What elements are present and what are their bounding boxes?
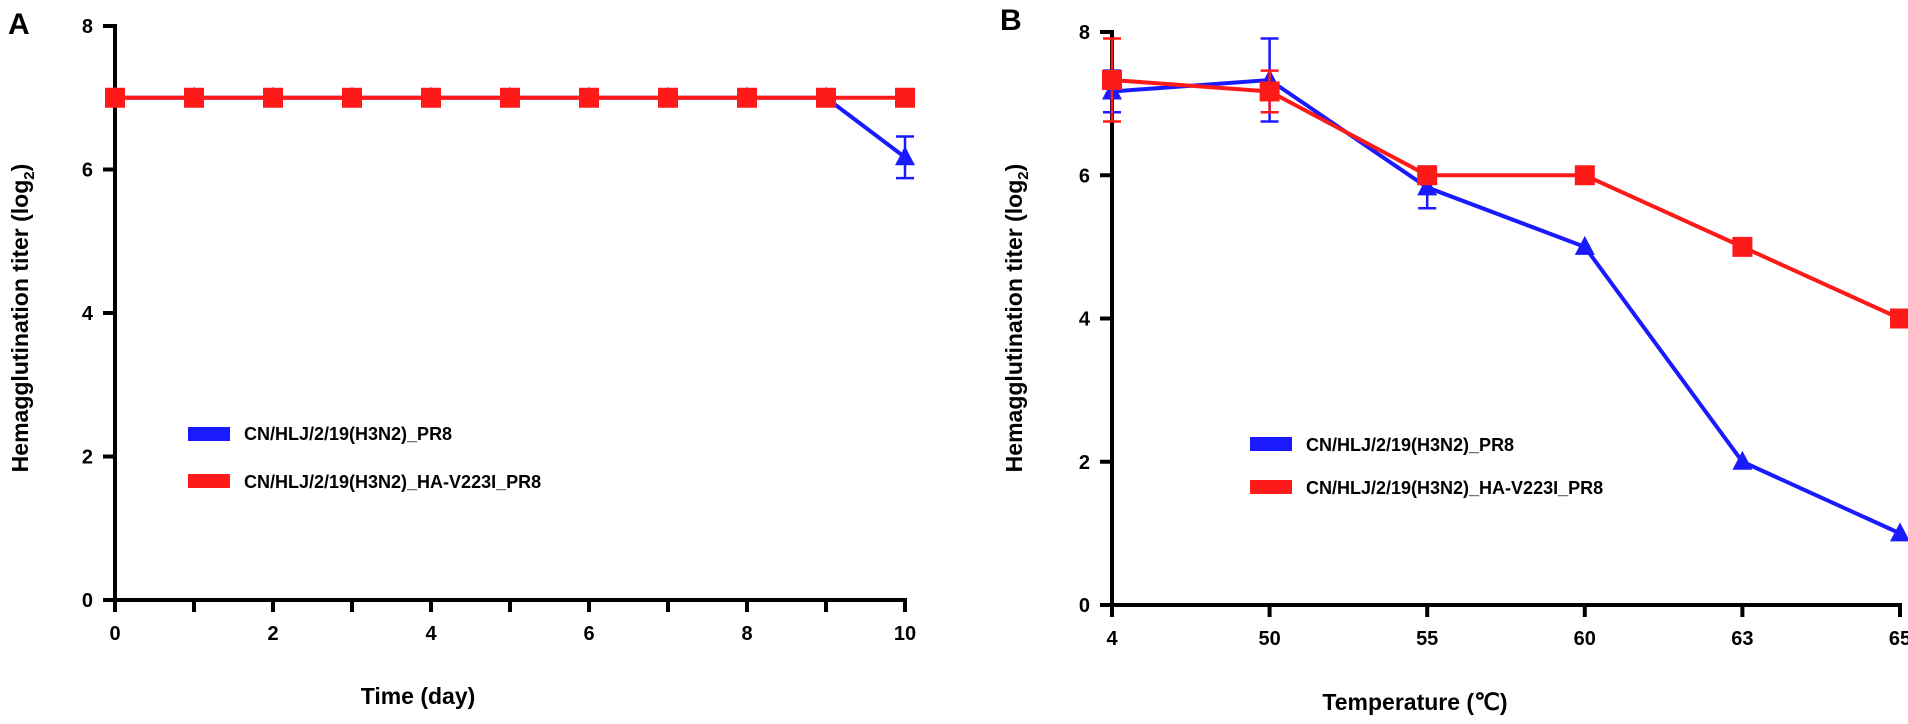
panel-a-legend-swatch-red: [188, 474, 230, 488]
y-tick-label: 6: [1079, 165, 1090, 187]
panel-a-legend-swatch-blue: [188, 427, 230, 441]
y-tick-label: 2: [82, 447, 93, 469]
data-point: [1732, 450, 1753, 470]
panel-b-ticks: 0 2 4 6 8 4 50 55 60 63 65: [1079, 22, 1908, 650]
data-point: [737, 87, 757, 108]
x-tick-label: 2: [267, 623, 278, 645]
x-tick-label: 50: [1258, 628, 1280, 650]
panel-a-y-axis-title: Hemagglutination titer (log2): [7, 164, 38, 473]
x-tick-label: 60: [1574, 628, 1596, 650]
panel-a-label: A: [8, 8, 30, 41]
x-tick-label: 4: [1106, 628, 1118, 650]
data-point: [895, 146, 915, 166]
data-point: [1259, 81, 1280, 102]
panel-b-y-axis-title-main: Hemagglutination titer (log: [1001, 180, 1027, 473]
x-tick-label: 4: [425, 623, 437, 645]
panel-a-x-axis-title: Time (day): [361, 683, 476, 709]
data-point: [500, 87, 520, 108]
data-point: [1102, 69, 1122, 90]
panel-a-legend: CN/HLJ/2/19(H3N2)_PR8 CN/HLJ/2/19(H3N2)_…: [188, 424, 541, 492]
data-point: [263, 87, 283, 108]
panel-b-legend-swatch-red: [1250, 480, 1292, 494]
panel-b-series: [1102, 37, 1908, 542]
x-tick-label: 63: [1731, 628, 1753, 650]
data-point: [1890, 308, 1908, 329]
panel-b-label: B: [1000, 4, 1022, 37]
data-point: [1417, 176, 1438, 196]
y-tick-label: 4: [82, 303, 94, 325]
panel-a-series: [105, 86, 915, 180]
data-point: [1732, 236, 1753, 257]
data-point: [658, 87, 678, 108]
panel-b-y-axis-title-sub: 2: [1015, 171, 1032, 179]
data-point: [1574, 235, 1595, 255]
y-tick-label: 2: [1079, 452, 1090, 474]
panel-a-legend-label-red: CN/HLJ/2/19(H3N2)_HA-V223I_PR8: [244, 472, 541, 492]
x-tick-label: 10: [894, 623, 916, 645]
panel-b-legend-swatch-blue: [1250, 437, 1292, 451]
x-tick-label: 8: [741, 623, 752, 645]
y-tick-label: 0: [82, 590, 93, 612]
data-point: [105, 87, 125, 108]
panel-a-y-axis-title-sub: 2: [21, 171, 38, 179]
y-tick-label: 8: [82, 16, 93, 38]
data-point: [1417, 165, 1438, 186]
data-point: [895, 87, 915, 108]
panel-b-y-axis-title-close: ): [1001, 164, 1027, 172]
data-point: [1574, 165, 1595, 186]
x-tick-label: 6: [583, 623, 594, 645]
panel-b-legend: CN/HLJ/2/19(H3N2)_PR8 CN/HLJ/2/19(H3N2)_…: [1250, 435, 1603, 498]
data-point: [342, 87, 362, 108]
panel-a-legend-label-blue: CN/HLJ/2/19(H3N2)_PR8: [244, 424, 452, 444]
panel-b-legend-label-red: CN/HLJ/2/19(H3N2)_HA-V223I_PR8: [1306, 478, 1603, 498]
panel-b-legend-label-blue: CN/HLJ/2/19(H3N2)_PR8: [1306, 435, 1514, 455]
panel-b-chart: B 0 2 4 6 8 4 50 55 60 63 65 Temperature (℃) Hemag…: [1000, 4, 1908, 715]
data-point: [421, 87, 441, 108]
x-tick-label: 55: [1416, 628, 1438, 650]
data-point: [816, 87, 836, 108]
panel-a-axes: [113, 24, 907, 602]
panel-b-axes: [1110, 30, 1902, 607]
y-tick-label: 8: [1079, 22, 1090, 44]
panel-b-y-axis-title: Hemagglutination titer (log2): [1001, 164, 1032, 473]
x-tick-label: 65: [1889, 628, 1908, 650]
panel-a-y-axis-title-main: Hemagglutination titer (log: [7, 180, 33, 473]
panel-a-ticks: 0 2 4 6 8 0 2 4 6 8 10: [82, 16, 916, 645]
y-tick-label: 4: [1079, 309, 1091, 331]
series-red: [105, 87, 915, 108]
x-tick-label: 0: [109, 623, 120, 645]
data-point: [579, 87, 599, 108]
panel-a-chart: A 0 2 4 6 8 0 2 4 6 8 10 Time (day) Hemagglutinati…: [7, 8, 916, 709]
panel-b-x-axis-title: Temperature (℃): [1322, 689, 1507, 715]
y-tick-label: 0: [1079, 595, 1090, 617]
data-point: [184, 87, 204, 108]
series-line: [1111, 77, 1901, 536]
series-blue: [1102, 37, 1908, 542]
y-tick-label: 6: [82, 160, 93, 182]
panel-a-y-axis-title-close: ): [7, 164, 33, 172]
series-red: [1102, 37, 1908, 329]
series-line: [1111, 77, 1901, 321]
data-point: [1890, 522, 1908, 542]
